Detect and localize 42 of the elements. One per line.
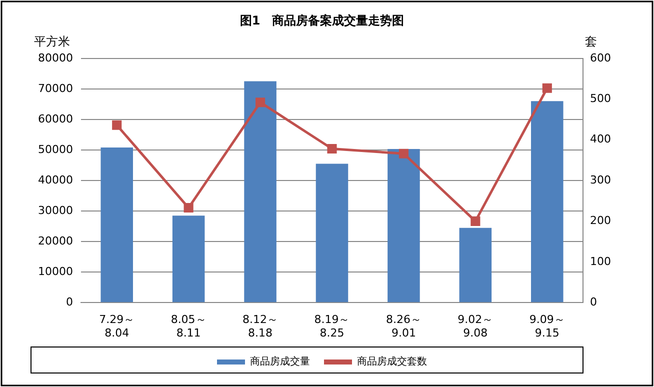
y-tick-label: 40000	[38, 173, 73, 186]
y2-axis-title: 套	[585, 34, 598, 49]
x-tick-label: 9.09～9.15	[529, 313, 565, 340]
x-tick-label: 8.05～8.11	[170, 313, 206, 340]
y2-tick-label: 0	[590, 295, 598, 308]
y-tick-label: 20000	[38, 234, 73, 248]
bar	[244, 81, 276, 302]
chart-title: 图1 商品房备案成交量走势图	[240, 13, 404, 28]
legend-label: 商品房成交量	[250, 356, 310, 368]
bar	[459, 228, 492, 302]
y-tick-label: 70000	[38, 82, 73, 95]
y-tick-label: 50000	[38, 142, 73, 156]
y-tick-label: 80000	[38, 51, 73, 64]
y-tick-label: 60000	[38, 112, 73, 126]
bar	[100, 148, 133, 302]
point	[327, 144, 337, 154]
x-tick-label: 7.29～8.04	[99, 313, 135, 340]
y-axis-title: 平方米	[34, 34, 70, 49]
point	[398, 148, 408, 158]
x-tick-label: 9.02～9.08	[458, 313, 494, 340]
y2-tick-label: 600	[590, 51, 612, 64]
y-tick-label: 10000	[38, 264, 73, 278]
y-tick-label: 30000	[38, 204, 73, 217]
x-tick-label: 8.19～8.25	[314, 313, 350, 340]
x-tick-label: 8.12～8.18	[242, 313, 278, 340]
point	[112, 120, 122, 130]
y2-tick-label: 100	[590, 254, 612, 268]
point	[542, 83, 552, 93]
bar	[172, 216, 205, 302]
point	[470, 216, 480, 226]
y-tick-label: 0	[66, 295, 73, 308]
bar	[531, 101, 564, 302]
y2-tick-label: 500	[590, 92, 612, 105]
point	[255, 98, 266, 108]
y2-tick-label: 300	[590, 173, 612, 186]
bar	[316, 164, 348, 302]
bar	[388, 149, 420, 302]
y2-tick-label: 400	[590, 132, 612, 146]
point	[184, 202, 194, 213]
y2-tick-label: 200	[590, 214, 612, 228]
legend-label: 商品房成交套数	[357, 356, 427, 368]
x-tick-label: 8.26～9.01	[386, 313, 422, 340]
